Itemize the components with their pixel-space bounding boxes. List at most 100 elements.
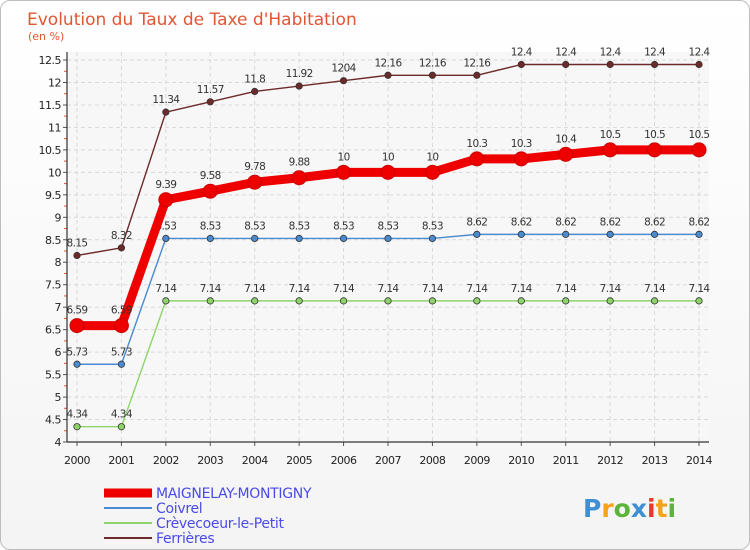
data-label: 12.4: [689, 46, 711, 58]
x-tick-label: 2003: [197, 454, 223, 467]
data-label: 10.5: [600, 129, 621, 141]
data-label: 7.14: [511, 283, 533, 295]
data-label: 10: [426, 151, 438, 163]
data-label: 7.14: [422, 283, 444, 295]
data-label: 8.53: [200, 220, 221, 232]
data-point: [339, 297, 348, 305]
data-label: 6.59: [67, 305, 88, 317]
data-label: 7.14: [644, 283, 666, 295]
y-tick-label: 10: [48, 166, 61, 179]
data-label: 7.14: [378, 283, 400, 295]
data-label: 12.16: [374, 57, 402, 69]
logo-letter: i: [647, 494, 656, 523]
data-point: [291, 170, 307, 186]
data-point: [384, 297, 392, 305]
chart-subtitle: (en %): [28, 30, 64, 43]
y-tick-label: 8: [55, 256, 62, 269]
data-label: 12.4: [555, 46, 577, 58]
data-point: [162, 234, 170, 243]
series-ferri-res: 8.15 8.32 11.34 11.57 11.8 11.92 1204 12.16 12.1…: [67, 46, 711, 260]
data-point: [517, 297, 525, 305]
y-tick-label: 9: [55, 211, 62, 224]
legend-label: Ferrières: [156, 531, 214, 547]
data-point: [295, 234, 303, 243]
data-point: [513, 151, 529, 167]
data-point: [650, 60, 659, 69]
data-label: 11.8: [244, 73, 265, 85]
y-tick-label: 7: [55, 301, 62, 314]
y-tick-label: 8.5: [45, 234, 61, 247]
x-tick-label: 2013: [642, 454, 668, 467]
data-label: 11.92: [286, 68, 313, 80]
data-label: 7.14: [600, 283, 622, 295]
data-point: [473, 71, 481, 79]
proxiti-logo: Proxiti: [583, 494, 676, 523]
logo-letter: i: [668, 494, 677, 523]
data-label: 11.57: [197, 84, 224, 96]
legend-label: Coivrel: [156, 501, 202, 517]
data-point: [73, 251, 81, 260]
data-point: [162, 108, 170, 116]
data-point: [295, 82, 303, 90]
y-tick-label: 11: [48, 121, 61, 134]
data-point: [69, 318, 85, 334]
x-tick-label: 2008: [419, 454, 445, 467]
data-label: 8.62: [689, 216, 710, 228]
logo-letter: r: [601, 494, 614, 523]
data-label: 8.62: [555, 216, 576, 228]
x-tick-label: 2012: [597, 454, 623, 467]
y-tick-label: 7.5: [45, 279, 61, 292]
y-tick-label: 6: [55, 346, 62, 359]
data-point: [162, 297, 170, 305]
data-point: [562, 60, 570, 69]
data-point: [428, 297, 437, 305]
data-label: 12.16: [419, 57, 447, 69]
data-point: [469, 151, 485, 167]
data-label: 10.4: [555, 133, 577, 145]
data-point: [117, 423, 126, 431]
data-point: [428, 234, 437, 243]
y-tick-label: 10.5: [39, 144, 62, 157]
x-tick-label: 2005: [286, 454, 312, 467]
data-label: 12.4: [644, 46, 666, 58]
data-point: [473, 230, 481, 238]
series-coivrel: 5.73 5.738.53 8.53 8.53 8.53 8.53 8.53 8.53 8.62…: [67, 216, 710, 368]
y-tick-label: 12: [48, 76, 61, 89]
data-point: [73, 360, 81, 368]
data-point: [606, 60, 614, 69]
data-label: 10: [337, 151, 349, 163]
data-point: [339, 234, 348, 243]
data-label: 8.32: [111, 230, 132, 242]
data-point: [647, 142, 663, 158]
data-label: 7.14: [244, 283, 266, 295]
data-label: 7.14: [155, 283, 177, 295]
data-point: [691, 142, 707, 158]
logo-letter: P: [583, 494, 601, 523]
data-label: 8.53: [244, 220, 265, 232]
data-label: 8.53: [422, 220, 443, 232]
data-point: [117, 244, 126, 252]
data-point: [384, 71, 392, 79]
data-point: [558, 146, 574, 162]
data-point: [562, 297, 570, 305]
x-tick-label: 2001: [108, 454, 134, 467]
data-point: [247, 174, 263, 190]
data-point: [650, 297, 659, 305]
proxiti-logo-text: Proxiti: [583, 494, 676, 523]
data-label: 12.4: [511, 46, 533, 58]
data-label: 9.78: [244, 161, 265, 173]
y-tick-label: 12.5: [39, 54, 62, 67]
data-point: [206, 297, 214, 305]
data-point: [695, 230, 703, 238]
data-label: 12.16: [463, 57, 491, 69]
y-tick-label: 5.5: [45, 369, 61, 382]
data-point: [384, 234, 392, 243]
data-point: [251, 234, 259, 243]
data-label: 10: [382, 151, 394, 163]
series-maignelay-montigny: 6.59 6.59 9.39 9.58 9.78 9.88 10 10 10 10.3 10.3 10…: [67, 129, 710, 334]
data-label: 9.88: [289, 157, 310, 169]
data-label: 7.14: [689, 283, 711, 295]
data-label: 8.53: [378, 220, 399, 232]
x-tick-label: 2010: [508, 454, 534, 467]
